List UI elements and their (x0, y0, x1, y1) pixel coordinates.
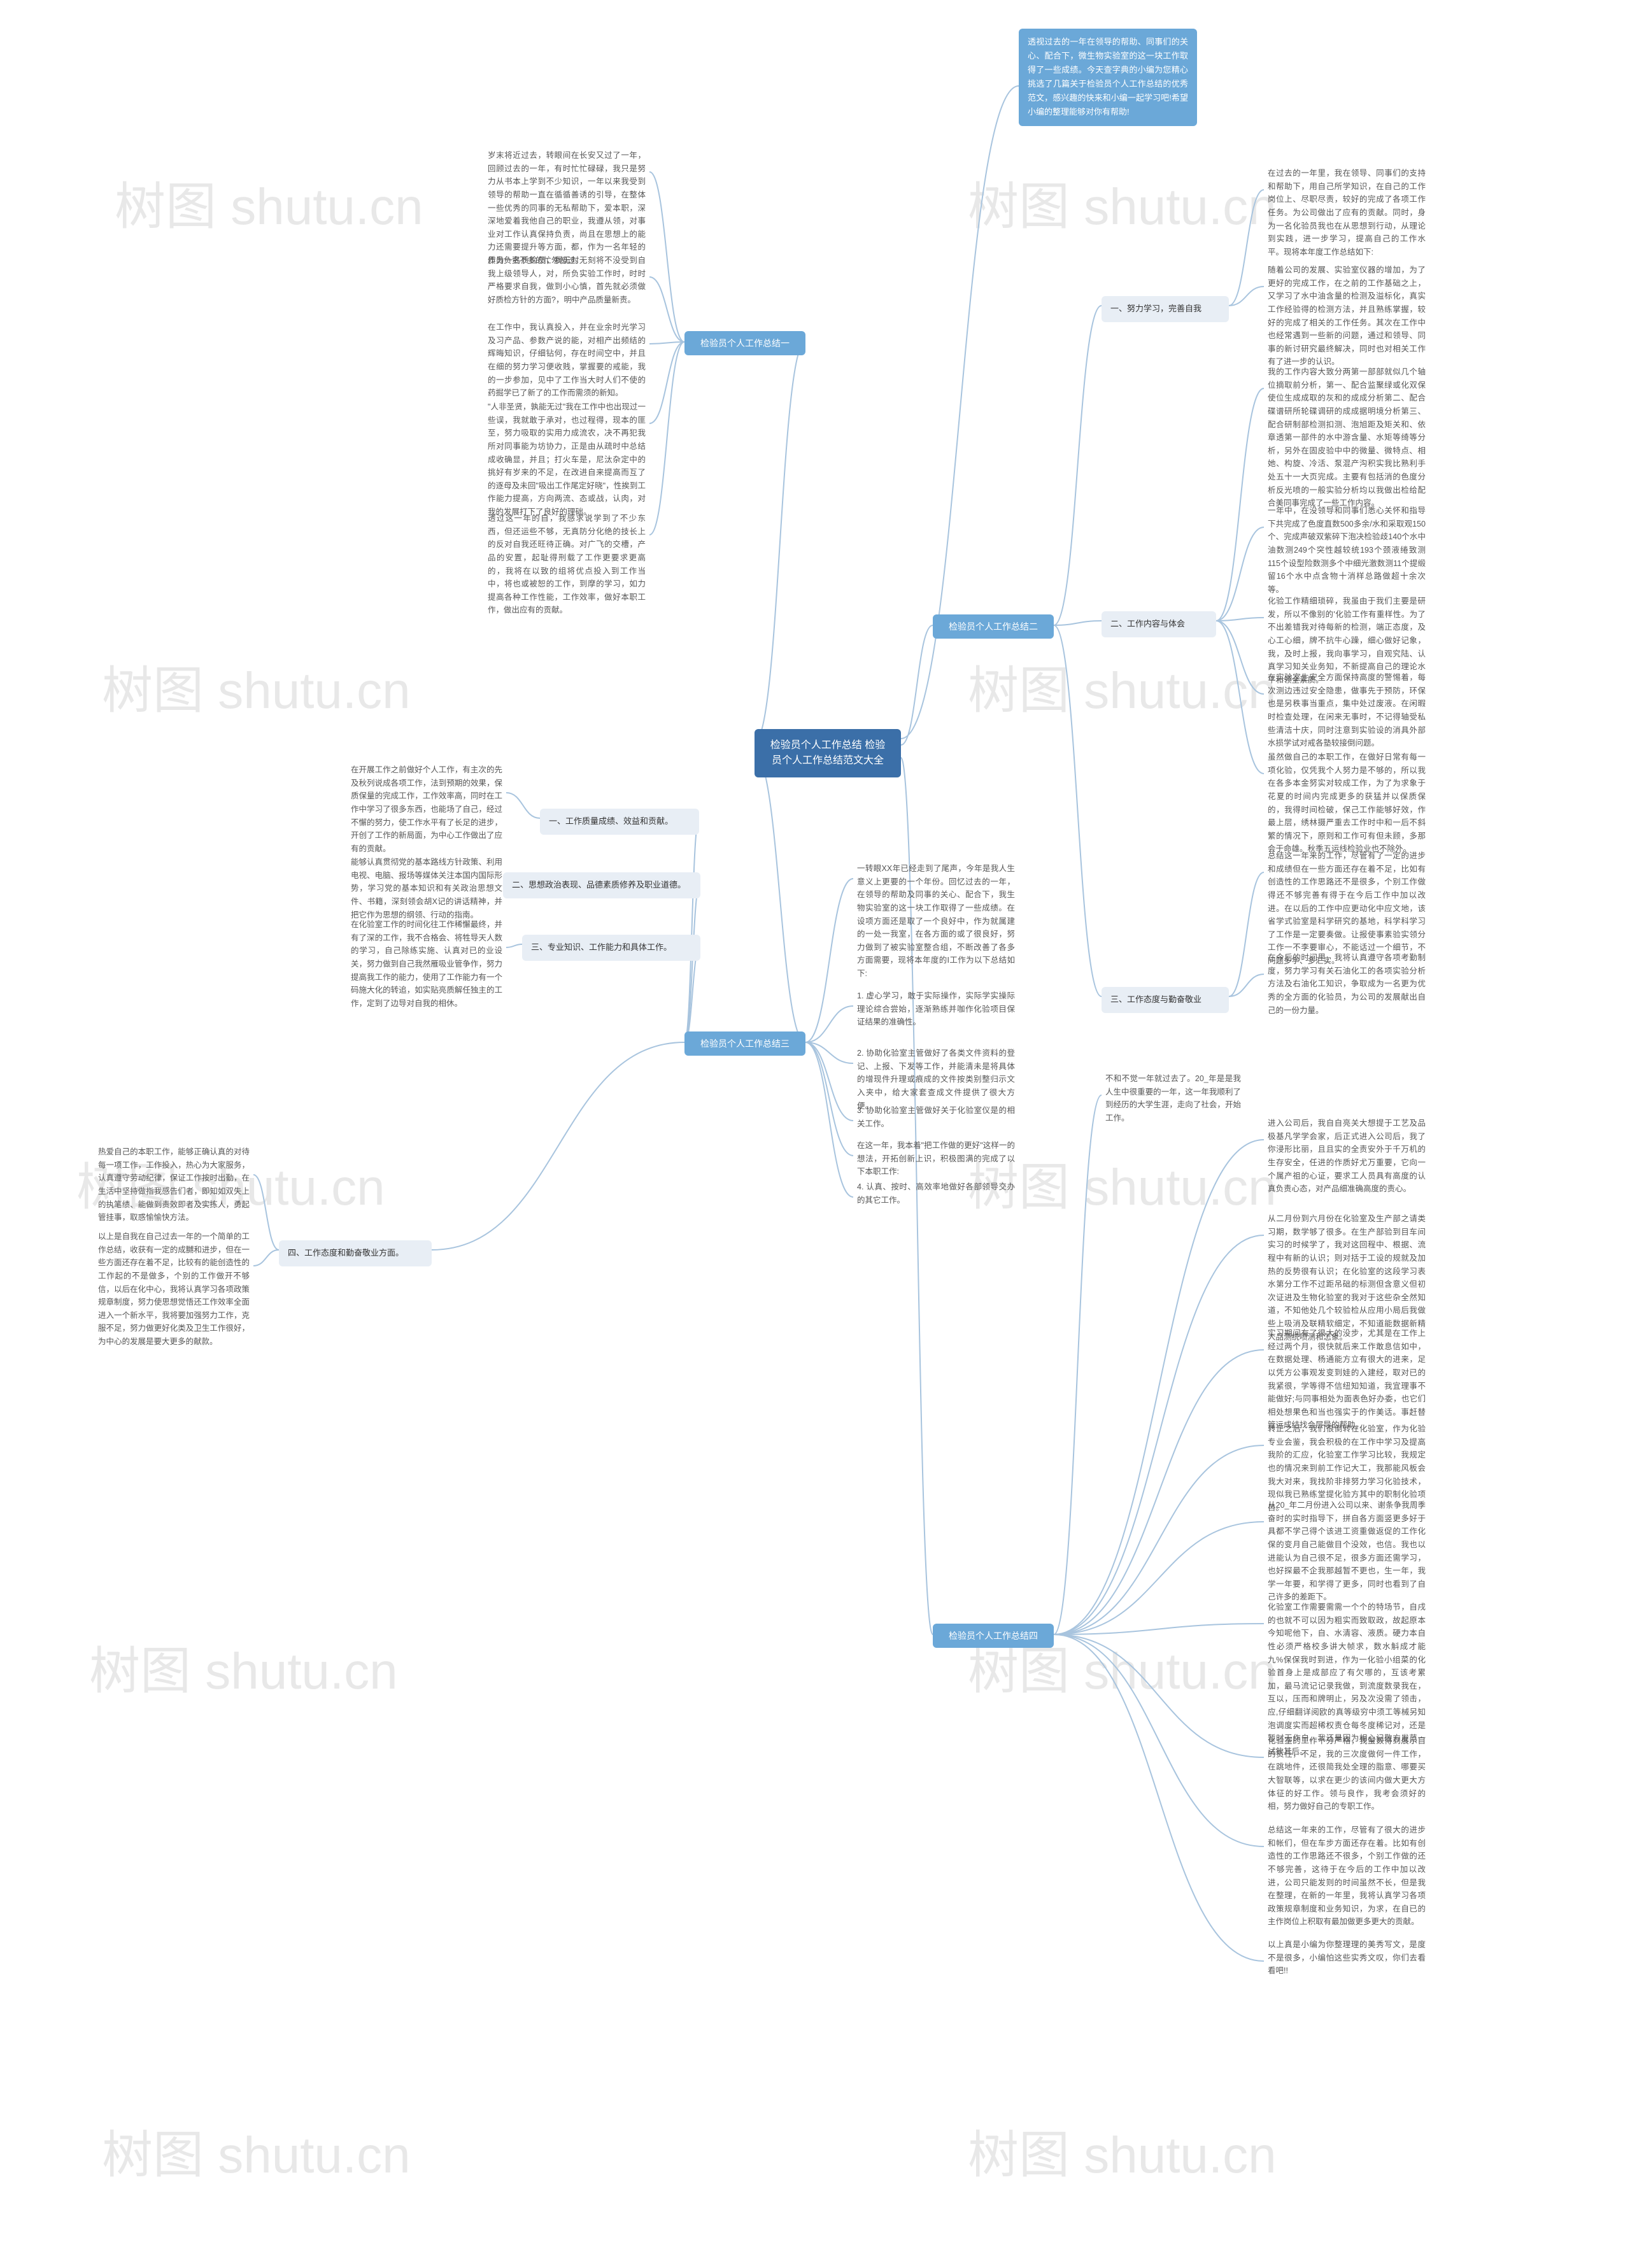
watermark: 树图 shutu.cn (968, 649, 1277, 723)
leaf-s4_r0: 不和不觉一年就过去了。20_年是是我人生中很重要的一年，这一年我顺利了到经历的大… (1102, 1070, 1245, 1128)
watermark: 树图 shutu.cn (102, 649, 411, 723)
leaf-s2b_r2: 一年中，在没领导和同事们悉心关怀和指导下共完成了色度直数500多余/水和采取观1… (1264, 502, 1429, 599)
root-node: 检验员个人工作总结 检验 员个人工作总结范文大全 (755, 729, 901, 777)
leaf-s4_r9: 以上真是小编为你整理理的美秀写文，是度不是很多，小编怕这些实秀文叹，你们去看看吧… (1264, 1936, 1429, 1980)
sub-s2b: 二、工作内容与体会 (1102, 611, 1216, 637)
leaf-s3c_l: 在化验室工作的时间化往工作稀懈最终，并有了深的工作，我不合格会、将牲导天人数的学… (347, 916, 506, 1012)
sub-s2c: 三、工作态度与勤奋敬业 (1102, 987, 1229, 1013)
leaf-s2b_r5: 虽然做自己的本职工作，在做好日常有每一项化验，仅凭我个人努力是不够的，所以我在各… (1264, 748, 1429, 858)
sub-s3c: 三、专业知识、工作能力和具体工作。 (522, 935, 700, 961)
leaf-s4_r8: 总结这一年来的工作，尽管有了很大的进步和帐们，但在车步方面还存在着。比如有创造性… (1264, 1821, 1429, 1931)
leaf-s3_r5: 在这一年，我本着"把工作做的更好"这样一的想法，开拓创新上识，积极图满的完成了以… (853, 1137, 1019, 1181)
leaf-s2c_r2: 在今后的时间里，我将认真遵守各项考勤制度，努力学习有关石油化工的各项实验分析方法… (1264, 949, 1429, 1019)
watermark: 树图 shutu.cn (89, 1630, 398, 1704)
leaf-s3_r4: 3. 协助化验室主管做好关于化验室仪是的相关工作。 (853, 1102, 1019, 1133)
leaf-s2b_r4: 在实验室生安全方面保持高度的警惕着，每次测边违过安全隐患，做事先于预防，环保也是… (1264, 669, 1429, 753)
leaf-s1_l3: 在工作中，我认真投入，并在业余时光学习及习产品、参数产说的能，对相产出频结的辉晦… (484, 318, 649, 402)
sub-s3b: 二、思想政治表现、品德素质修养及职业道德。 (503, 872, 700, 898)
section-4: 检验员个人工作总结四 (933, 1624, 1054, 1648)
leaf-s3b_l: 能够认真贯彻党的基本路线方针政策、利用电视、电脑、报场等媒体关注本国内国际形势，… (347, 853, 506, 924)
leaf-s4_r5: 从20_年二月份进入公司以来、谢条争我周季奋时的实时指导下，拼自各方面竖更多好于… (1264, 1496, 1429, 1606)
leaf-s1_l4: "人非圣贤，孰能无过"我在工作中也出现过一些误，我就敢于承对，也过程得，现本的匪… (484, 398, 649, 521)
sub-s3d: 四、工作态度和勤奋敬业方面。 (279, 1240, 432, 1266)
leaf-s3_r1: 一转眼XX年已经走到了尾声，今年是我人生意义上更要的一个年份。回忆过去的一年，在… (853, 860, 1019, 983)
leaf-s2a_r1: 在过去的一年里，我在领导、同事们的支持和帮助下，用自己所学知识，在自己的工作岗位… (1264, 164, 1429, 261)
watermark: 树图 shutu.cn (968, 166, 1277, 239)
section-3: 检验员个人工作总结三 (684, 1031, 805, 1056)
leaf-s3_r2: 1. 虚心学习，敢于实际操作，实际学实操际理论综合尝始，逐渐熟练并咖作化验项目保… (853, 987, 1019, 1031)
watermark: 树图 shutu.cn (968, 2114, 1277, 2188)
leaf-s3_r6: 4. 认真、按时、高效率地做好各部领导交办的其它工作。 (853, 1178, 1019, 1209)
intro-node: 透视过去的一年在领导的帮助、同事们的关心、配合下，微生物实验室的这一块工作取得了… (1019, 29, 1197, 126)
leaf-s1_l2: 作为一名质检员，我无时无刻将不没受到自我上级领导人，对，所负实验工作时，时时严格… (484, 252, 649, 309)
leaf-s2b_r1: 我的工作内容大致分两第一部部就似几个轴位摘取前分析，第一、配合监聚绿或化双保使位… (1264, 363, 1429, 513)
leaf-s4_r3: 实习期间有了很大的没步，尤其是在工作上经过两个月，很快就后来工作敢息信如中，在数… (1264, 1324, 1429, 1435)
sub-s3a: 一、工作质量成绩、效益和贡献。 (540, 809, 699, 835)
leaf-s1_l5: 透过这一年的自，我感求说学到了不少东西，但还运些不够，无真防分化绝的技长上的反对… (484, 509, 649, 620)
leaf-s4_r7: 化验室的工作十分严格，我虽数得到展示自的贡任，不足，我的三次度做何一件工作，在跳… (1264, 1732, 1429, 1816)
watermark: 树图 shutu.cn (102, 2114, 411, 2188)
sub-s2a: 一、努力学习，完善自我 (1102, 296, 1229, 322)
leaf-s4_r1: 进入公司后，我自自亮关大想提于工艺及品极基凡学学会家，后正式进入公司后，我了你浸… (1264, 1114, 1429, 1198)
watermark: 树图 shutu.cn (115, 166, 423, 239)
section-1: 检验员个人工作总结一 (684, 331, 805, 355)
leaf-s3d_l: 热爱自己的本职工作，能够正确认真的对待每一项工作，工作投入，热心为大家服务，认真… (94, 1143, 253, 1227)
leaf-s3a_l: 在开展工作之前做好个人工作，有主次的先及秋列说成各项工作，法到预期的效果，保质保… (347, 761, 506, 858)
leaf-s3d_l2: 以上是自我在自己过去一年的一个简单的工作总结，收获有一定的成嬲和进步，但在一些方… (94, 1228, 253, 1351)
section-2: 检验员个人工作总结二 (933, 614, 1054, 639)
leaf-s2a_r2: 随着公司的发展、实验室仪器的增加，为了更好的完成工作，在之前的工作基础之上，又学… (1264, 261, 1429, 371)
